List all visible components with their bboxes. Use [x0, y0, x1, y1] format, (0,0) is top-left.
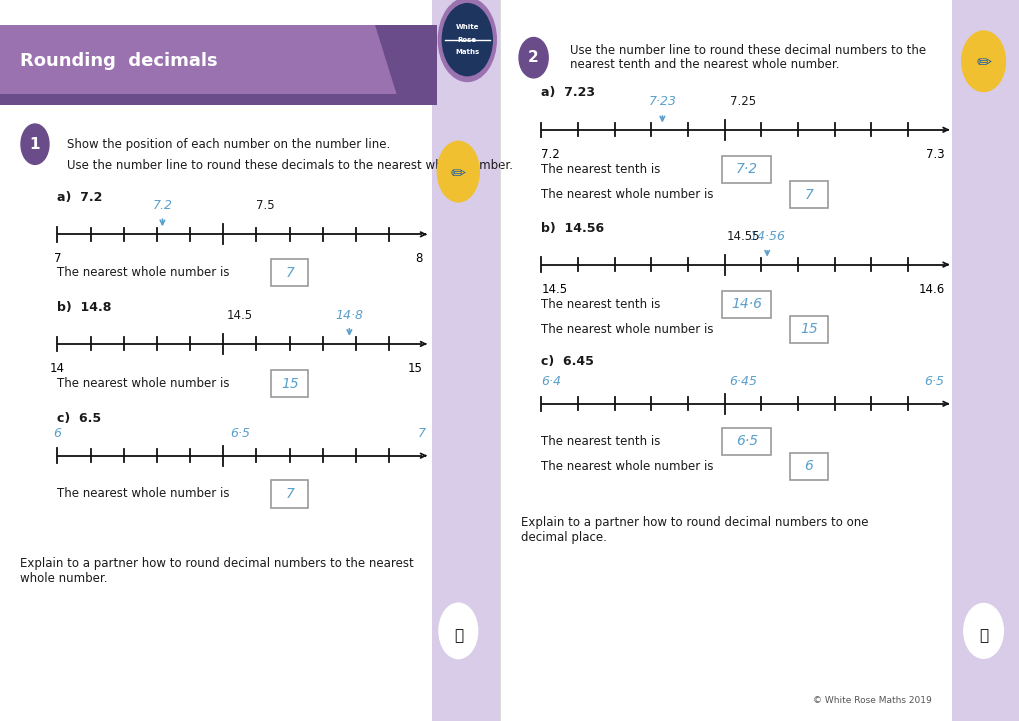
Text: 14.5: 14.5	[226, 309, 253, 322]
Text: 7: 7	[804, 187, 812, 202]
Text: 15: 15	[407, 362, 422, 375]
Text: 14.55: 14.55	[726, 230, 759, 243]
Text: 7.5: 7.5	[256, 199, 274, 212]
Text: Explain to a partner how to round decimal numbers to one
decimal place.: Explain to a partner how to round decima…	[520, 516, 867, 544]
Text: Maths: Maths	[454, 49, 479, 55]
Text: The nearest tenth is: The nearest tenth is	[541, 435, 660, 448]
Text: 7·23: 7·23	[648, 95, 676, 108]
Text: 14: 14	[50, 362, 65, 375]
Text: b)  14.56: b) 14.56	[541, 222, 604, 235]
Text: 14.6: 14.6	[917, 283, 944, 296]
Circle shape	[442, 4, 492, 76]
Text: 8: 8	[415, 252, 422, 265]
FancyBboxPatch shape	[952, 0, 1019, 721]
Text: The nearest tenth is: The nearest tenth is	[541, 298, 660, 311]
Circle shape	[439, 603, 477, 658]
Text: Show the position of each number on the number line.: Show the position of each number on the …	[67, 138, 390, 151]
Text: 1: 1	[30, 137, 40, 151]
Text: ✏: ✏	[450, 165, 466, 182]
Text: a)  7.23: a) 7.23	[541, 86, 595, 99]
FancyBboxPatch shape	[271, 259, 308, 286]
Text: 7·2: 7·2	[735, 162, 757, 177]
FancyBboxPatch shape	[790, 316, 826, 343]
Text: 7.2: 7.2	[541, 148, 559, 161]
Text: Rounding  decimals: Rounding decimals	[20, 53, 217, 70]
Text: 6·4: 6·4	[541, 375, 560, 388]
Text: Explain to a partner how to round decimal numbers to the nearest
whole number.: Explain to a partner how to round decima…	[20, 557, 414, 585]
Text: 14·6: 14·6	[731, 297, 761, 311]
FancyBboxPatch shape	[721, 428, 770, 455]
Text: b)  14.8: b) 14.8	[57, 301, 112, 314]
Text: The nearest whole number is: The nearest whole number is	[57, 487, 229, 500]
Circle shape	[963, 603, 1003, 658]
Circle shape	[21, 124, 49, 164]
Text: 🥣: 🥣	[453, 629, 463, 643]
Text: c)  6.45: c) 6.45	[541, 355, 594, 368]
FancyBboxPatch shape	[432, 0, 499, 721]
FancyBboxPatch shape	[271, 370, 308, 397]
Text: 6: 6	[53, 427, 61, 440]
Circle shape	[519, 37, 547, 78]
Text: 15: 15	[799, 322, 817, 337]
Text: 6·5: 6·5	[735, 434, 757, 448]
Text: 6: 6	[804, 459, 812, 474]
Text: The nearest whole number is: The nearest whole number is	[57, 266, 229, 279]
Text: nearest tenth and the nearest whole number.: nearest tenth and the nearest whole numb…	[570, 58, 839, 71]
Polygon shape	[375, 25, 437, 105]
Polygon shape	[0, 25, 437, 97]
Text: 6·45: 6·45	[729, 375, 756, 388]
Text: 7: 7	[418, 427, 426, 440]
Text: 🥣: 🥣	[978, 629, 987, 643]
Text: The nearest tenth is: The nearest tenth is	[541, 163, 660, 176]
FancyBboxPatch shape	[790, 181, 826, 208]
Text: The nearest whole number is: The nearest whole number is	[541, 188, 713, 201]
Text: © White Rose Maths 2019: © White Rose Maths 2019	[812, 696, 930, 705]
Text: Use the number line to round these decimals to the nearest whole number.: Use the number line to round these decim…	[67, 159, 513, 172]
Text: 14·56: 14·56	[748, 230, 785, 243]
FancyBboxPatch shape	[721, 291, 770, 318]
Text: 6·5: 6·5	[923, 375, 944, 388]
Text: The nearest whole number is: The nearest whole number is	[57, 377, 229, 390]
FancyBboxPatch shape	[0, 94, 437, 105]
Text: 7: 7	[285, 487, 294, 501]
Text: 7: 7	[285, 265, 294, 280]
Text: 7.3: 7.3	[925, 148, 944, 161]
Circle shape	[438, 0, 496, 81]
Text: 2: 2	[528, 50, 538, 65]
Circle shape	[961, 31, 1005, 92]
Text: The nearest whole number is: The nearest whole number is	[541, 460, 713, 473]
Text: a)  7.2: a) 7.2	[57, 191, 103, 204]
Text: Rose: Rose	[458, 37, 477, 43]
Text: Use the number line to round these decimal numbers to the: Use the number line to round these decim…	[570, 44, 925, 57]
Text: 14·8: 14·8	[335, 309, 363, 322]
Text: 14.5: 14.5	[541, 283, 567, 296]
Text: 6·5: 6·5	[229, 427, 250, 440]
Text: The nearest whole number is: The nearest whole number is	[541, 323, 713, 336]
Text: ✏: ✏	[975, 55, 990, 72]
FancyBboxPatch shape	[271, 480, 308, 508]
Text: White: White	[455, 25, 479, 30]
Text: 7.25: 7.25	[730, 95, 755, 108]
FancyBboxPatch shape	[721, 156, 770, 183]
Text: c)  6.5: c) 6.5	[57, 412, 102, 425]
Text: 15: 15	[280, 376, 299, 391]
Circle shape	[437, 141, 479, 202]
Text: 7: 7	[54, 252, 61, 265]
Text: 7.2: 7.2	[152, 199, 172, 212]
FancyBboxPatch shape	[790, 453, 826, 480]
